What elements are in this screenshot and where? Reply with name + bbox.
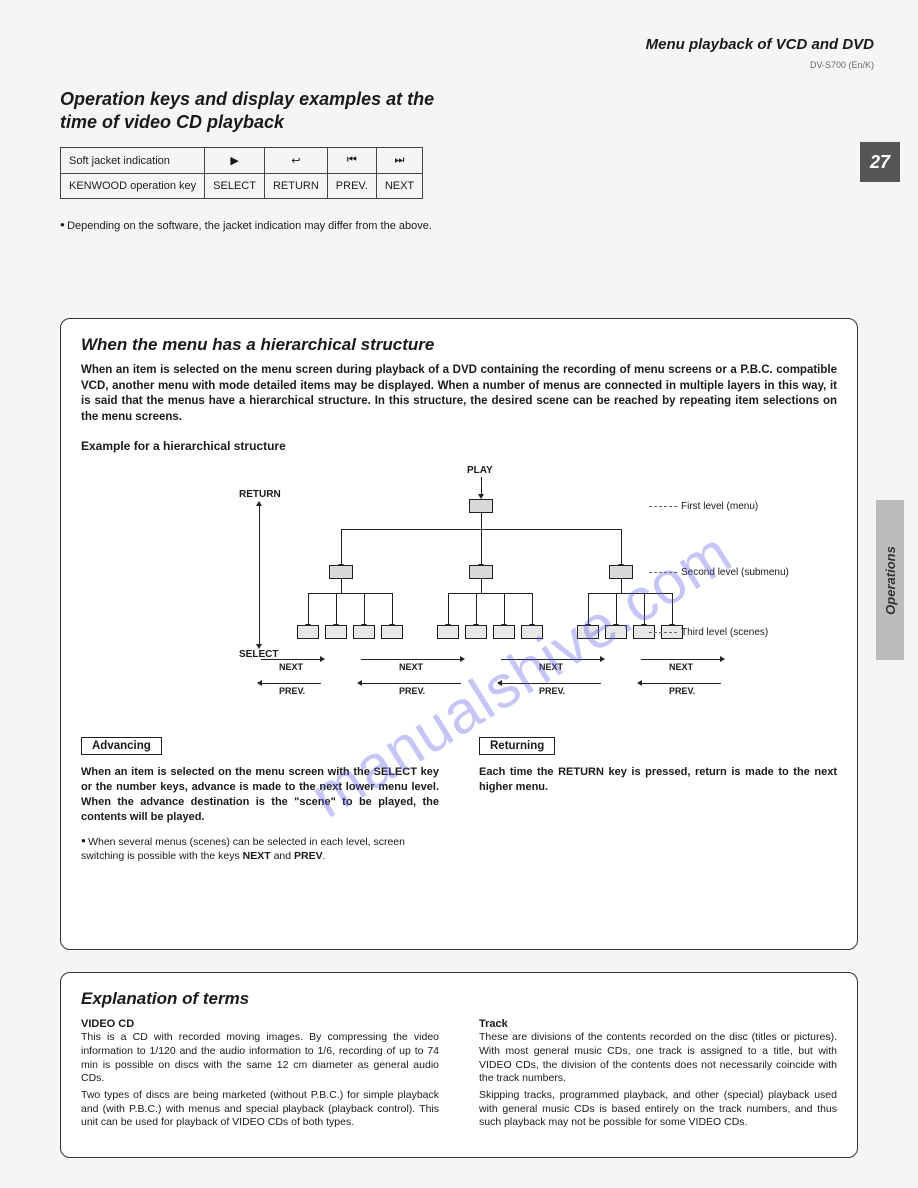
advancing-column: Advancing When an item is selected on th… — [81, 737, 439, 864]
panel-title: When the menu has a hierarchical structu… — [81, 335, 837, 355]
table-cell: NEXT — [376, 174, 422, 199]
panel-hierarchical: When the menu has a hierarchical structu… — [60, 318, 858, 950]
prev-label: PREV. — [669, 686, 695, 696]
advancing-heading: Advancing — [81, 737, 162, 755]
term-paragraph: Two types of discs are being marketed (w… — [81, 1089, 439, 1130]
next-arrow — [361, 659, 461, 660]
return-label: RETURN — [239, 489, 281, 500]
next-label: NEXT — [399, 662, 423, 672]
operation-keys-table: Soft jacket indication ▶ ↩ ⏮ ⏭ KENWOOD o… — [60, 147, 423, 199]
table-cell: SELECT — [205, 174, 265, 199]
advancing-text: When an item is selected on the menu scr… — [81, 765, 439, 824]
term-heading: Track — [479, 1017, 837, 1031]
table-cell: PREV. — [327, 174, 376, 199]
prev-arrow — [361, 683, 461, 684]
play-icon: ▶ — [205, 148, 265, 174]
next-arrow — [641, 659, 721, 660]
level2-label: Second level (submenu) — [681, 567, 789, 578]
prev-label: PREV. — [539, 686, 565, 696]
scene-node — [325, 625, 347, 639]
scene-node — [605, 625, 627, 639]
scene-node — [521, 625, 543, 639]
note-bullet: Depending on the software, the jacket in… — [60, 219, 858, 234]
prev-arrow — [501, 683, 601, 684]
section-title: Operation keys and display examples at t… — [60, 88, 858, 133]
level1-label: First level (menu) — [681, 501, 758, 512]
scene-node — [577, 625, 599, 639]
term-paragraph: This is a CD with recorded moving images… — [81, 1031, 439, 1086]
next-label: NEXT — [539, 662, 563, 672]
side-tab-operations: Operations — [876, 500, 904, 660]
submenu-node — [329, 565, 353, 579]
example-label: Example for a hierarchical structure — [81, 439, 837, 453]
submenu-node — [469, 565, 493, 579]
term-track: Track These are divisions of the content… — [479, 1017, 837, 1130]
arrow-down — [481, 477, 482, 495]
scene-node — [437, 625, 459, 639]
play-label: PLAY — [467, 465, 493, 476]
next-arrow — [261, 659, 321, 660]
scene-node — [353, 625, 375, 639]
table-row-label: KENWOOD operation key — [61, 174, 205, 199]
scene-node — [465, 625, 487, 639]
scene-node — [381, 625, 403, 639]
level3-label: Third level (scenes) — [681, 627, 768, 638]
panel-terms: Explanation of terms VIDEO CD This is a … — [60, 972, 858, 1158]
prev-arrow — [261, 683, 321, 684]
term-paragraph: These are divisions of the contents reco… — [479, 1031, 837, 1086]
root-node — [469, 499, 493, 513]
panel-title: Explanation of terms — [81, 989, 837, 1009]
returning-text: Each time the RETURN key is pressed, ret… — [479, 765, 837, 795]
advancing-bullet: When several menus (scenes) can be selec… — [81, 836, 439, 863]
scene-node — [297, 625, 319, 639]
page-number-tab: 27 — [860, 142, 900, 182]
term-paragraph: Skipping tracks, programmed playback, an… — [479, 1089, 837, 1130]
prev-arrow — [641, 683, 721, 684]
scene-node — [493, 625, 515, 639]
next-label: NEXT — [669, 662, 693, 672]
section-header: Menu playback of VCD and DVD — [646, 36, 874, 53]
model-id: DV-S700 (En/K) — [810, 60, 874, 70]
prev-label: PREV. — [279, 686, 305, 696]
term-heading: VIDEO CD — [81, 1017, 439, 1031]
hierarchy-diagram: PLAYRETURNSELECTFirst level (menu)Second… — [81, 459, 837, 721]
return-select-axis — [259, 505, 260, 645]
next-arrow — [501, 659, 601, 660]
returning-column: Returning Each time the RETURN key is pr… — [479, 737, 837, 864]
prev-label: PREV. — [399, 686, 425, 696]
prev-icon: ⏮ — [327, 148, 376, 174]
next-label: NEXT — [279, 662, 303, 672]
return-icon: ↩ — [264, 148, 327, 174]
next-icon: ⏭ — [376, 148, 422, 174]
table-cell: RETURN — [264, 174, 327, 199]
table-row-label: Soft jacket indication — [61, 148, 205, 174]
lead-paragraph: When an item is selected on the menu scr… — [81, 363, 837, 425]
submenu-node — [609, 565, 633, 579]
term-videocd: VIDEO CD This is a CD with recorded movi… — [81, 1017, 439, 1130]
returning-heading: Returning — [479, 737, 555, 755]
section-operation-keys: Operation keys and display examples at t… — [60, 88, 858, 234]
